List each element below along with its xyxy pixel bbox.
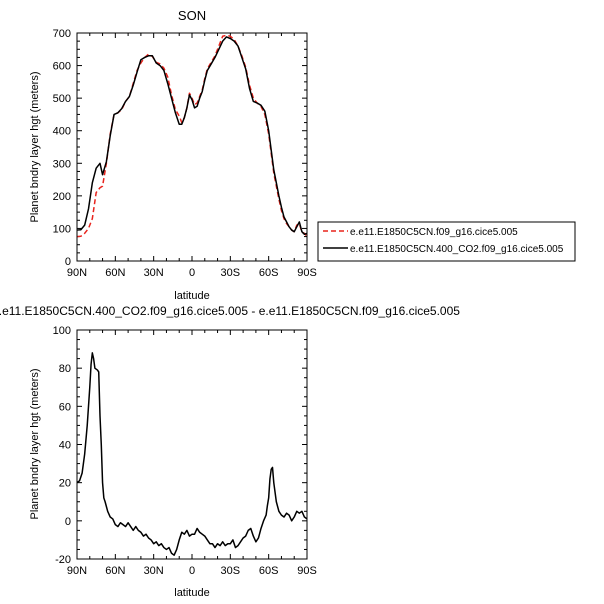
y-tick-label: 500 bbox=[53, 93, 71, 105]
bottom-plot-frame bbox=[76, 329, 308, 560]
x-tick-label: 30S bbox=[221, 267, 241, 279]
x-tick-label: 0 bbox=[189, 565, 195, 577]
bottom-chart-title: e.e11.E1850C5CN.400_CO2.f09_g16.cice5.00… bbox=[0, 304, 460, 318]
y-tick-label: -20 bbox=[55, 554, 71, 566]
top-x-tick-labels: 90N 60N 30N 0 30S 60S 90S bbox=[67, 267, 317, 279]
bottom-x-axis-label: latitude bbox=[174, 587, 209, 599]
legend-box bbox=[317, 221, 576, 262]
x-tick-label: 90N bbox=[67, 565, 87, 577]
x-tick-label: 30S bbox=[221, 565, 241, 577]
y-tick-label: 600 bbox=[53, 61, 71, 73]
x-tick-label: 60S bbox=[259, 565, 279, 577]
y-tick-label: 200 bbox=[53, 191, 71, 203]
top-plot-frame bbox=[76, 32, 308, 262]
panel-bottom: e.e11.E1850C5CN.400_CO2.f09_g16.cice5.00… bbox=[0, 304, 460, 599]
top-tick-marks bbox=[76, 32, 308, 262]
bottom-tick-marks bbox=[76, 329, 308, 560]
x-tick-label: 90S bbox=[297, 267, 317, 279]
y-tick-label: 700 bbox=[53, 28, 71, 40]
bottom-x-tick-labels: 90N 60N 30N 0 30S 60S 90S bbox=[67, 565, 317, 577]
y-tick-label: 40 bbox=[59, 440, 71, 452]
top-y-axis-label: Planet bndry layer hgt (meters) bbox=[29, 71, 41, 222]
x-tick-label: 90S bbox=[297, 565, 317, 577]
y-tick-label: 80 bbox=[59, 363, 71, 375]
y-tick-label: 20 bbox=[59, 478, 71, 490]
top-y-tick-labels: 0 100 200 300 400 500 600 700 bbox=[53, 28, 71, 268]
bottom-y-tick-labels: -20 0 20 40 60 80 100 bbox=[53, 325, 71, 566]
legend: e.e11.E1850C5CN.f09_g16.cice5.005 e.e11.… bbox=[317, 221, 576, 262]
x-tick-label: 60N bbox=[105, 267, 125, 279]
series-line-top-1 bbox=[76, 36, 308, 236]
y-tick-label: 0 bbox=[65, 256, 71, 268]
top-x-axis-label: latitude bbox=[174, 290, 209, 302]
y-tick-label: 400 bbox=[53, 126, 71, 138]
bottom-series-group bbox=[76, 352, 308, 556]
x-tick-label: 60N bbox=[105, 565, 125, 577]
y-tick-label: 0 bbox=[65, 516, 71, 528]
y-tick-label: 60 bbox=[59, 401, 71, 413]
top-series-group bbox=[76, 34, 308, 238]
series-line-bot-0 bbox=[76, 352, 308, 556]
x-tick-label: 30N bbox=[144, 565, 164, 577]
x-tick-label: 30N bbox=[144, 267, 164, 279]
legend-label-co2: e.e11.E1850C5CN.400_CO2.f09_g16.cice5.00… bbox=[350, 244, 564, 255]
y-tick-label: 300 bbox=[53, 158, 71, 170]
x-tick-label: 90N bbox=[67, 267, 87, 279]
panel-top: SON 90N 60N 30N 0 30S 60S 90S 0 100 200 300 400 500… bbox=[29, 8, 576, 302]
x-tick-label: 60S bbox=[259, 267, 279, 279]
y-tick-label: 100 bbox=[53, 325, 71, 337]
legend-label-control: e.e11.E1850C5CN.f09_g16.cice5.005 bbox=[350, 227, 518, 238]
x-tick-label: 0 bbox=[189, 267, 195, 279]
series-line-top-0 bbox=[76, 34, 308, 238]
top-chart-title: SON bbox=[178, 8, 206, 23]
bottom-y-axis-label: Planet bndry layer hgt (meters) bbox=[29, 368, 41, 519]
y-tick-label: 100 bbox=[53, 223, 71, 235]
